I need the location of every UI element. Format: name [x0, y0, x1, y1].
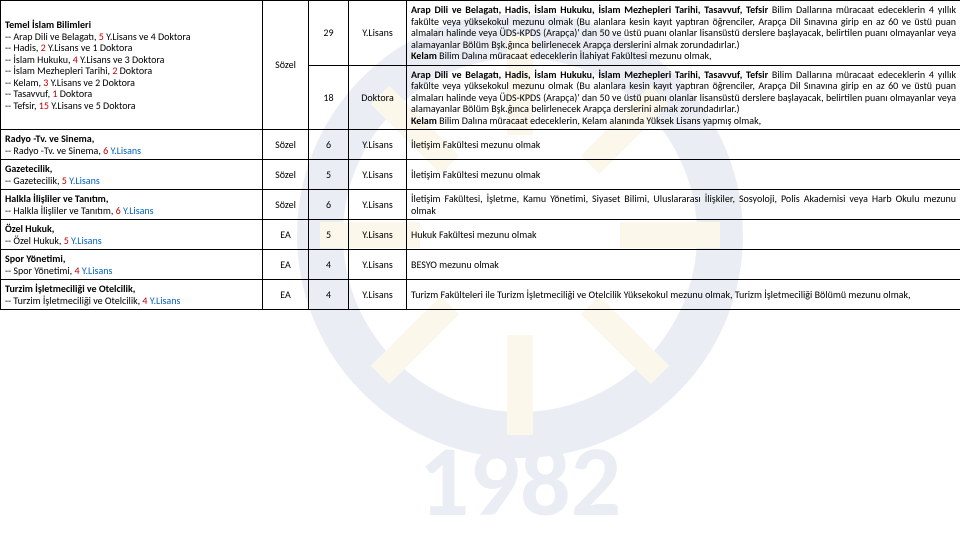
program-line: -- Tefsir, 15 Y.Lisans ve 5 Doktora	[5, 100, 258, 112]
condition-cell: İletişim Fakültesi mezunu olmak	[407, 130, 960, 160]
table-row: Gazetecilik, -- Gazetecilik, 5 Y.Lisans …	[1, 160, 960, 190]
degree-cell: EA	[263, 280, 309, 310]
condition-cell: Hukuk Fakültesi mezunu olmak	[407, 220, 960, 250]
quota-cell: 5	[309, 220, 349, 250]
program-cell: Halkla İlişliler ve Tanıtım, -- Halkla İ…	[1, 190, 263, 220]
level-cell: Y.Lisans	[349, 220, 407, 250]
svg-text:1982: 1982	[419, 420, 622, 535]
quota-cell: 29	[309, 1, 349, 66]
level-cell: Y.Lisans	[349, 190, 407, 220]
condition-cell: Arap Dili ve Belagatı, Hadis, İslam Huku…	[407, 1, 960, 66]
degree-cell: Sözel	[263, 1, 309, 130]
degree-cell: Sözel	[263, 190, 309, 220]
program-cell: Gazetecilik, -- Gazetecilik, 5 Y.Lisans	[1, 160, 263, 190]
degree-cell: Sözel	[263, 130, 309, 160]
quota-cell: 18	[309, 65, 349, 130]
level-cell: Y.Lisans	[349, 250, 407, 280]
table-row: Turzim İşletmeciliği ve Otelcilik, -- Tu…	[1, 280, 960, 310]
quota-cell: 4	[309, 280, 349, 310]
condition-cell: İletişim Fakültesi mezunu olmak	[407, 160, 960, 190]
level-cell: Y.Lisans	[349, 1, 407, 66]
document-table: Temel İslam Bilimleri -- Arap Dili ve Be…	[0, 0, 960, 310]
table-row: Radyo -Tv. ve Sinema, -- Radyo -Tv. ve S…	[1, 130, 960, 160]
degree-cell: EA	[263, 250, 309, 280]
program-cell: Özel Hukuk, -- Özel Hukuk, 5 Y.Lisans	[1, 220, 263, 250]
program-cell: Spor Yönetimi, -- Spor Yönetimi, 4 Y.Lis…	[1, 250, 263, 280]
quota-cell: 6	[309, 190, 349, 220]
quota-cell: 4	[309, 250, 349, 280]
level-cell: Y.Lisans	[349, 130, 407, 160]
program-cell: Radyo -Tv. ve Sinema, -- Radyo -Tv. ve S…	[1, 130, 263, 160]
condition-cell: BESYO mezunu olmak	[407, 250, 960, 280]
condition-cell: İletişim Fakültesi, İşletme, Kamu Yöneti…	[407, 190, 960, 220]
program-cell: Turzim İşletmeciliği ve Otelcilik, -- Tu…	[1, 280, 263, 310]
table-row: Temel İslam Bilimleri -- Arap Dili ve Be…	[1, 1, 960, 66]
degree-cell: Sözel	[263, 160, 309, 190]
condition-cell: Turizm Fakülteleri ile Turizm İşletmecil…	[407, 280, 960, 310]
quota-cell: 5	[309, 160, 349, 190]
table-row: Özel Hukuk, -- Özel Hukuk, 5 Y.Lisans EA…	[1, 220, 960, 250]
quota-cell: 6	[309, 130, 349, 160]
table-row: Spor Yönetimi, -- Spor Yönetimi, 4 Y.Lis…	[1, 250, 960, 280]
level-cell: Y.Lisans	[349, 280, 407, 310]
degree-cell: EA	[263, 220, 309, 250]
program-cell: Temel İslam Bilimleri -- Arap Dili ve Be…	[1, 1, 263, 130]
level-cell: Y.Lisans	[349, 160, 407, 190]
table-row: Halkla İlişliler ve Tanıtım, -- Halkla İ…	[1, 190, 960, 220]
level-cell: Doktora	[349, 65, 407, 130]
condition-cell: Arap Dili ve Belagatı, Hadis, İslam Huku…	[407, 65, 960, 130]
